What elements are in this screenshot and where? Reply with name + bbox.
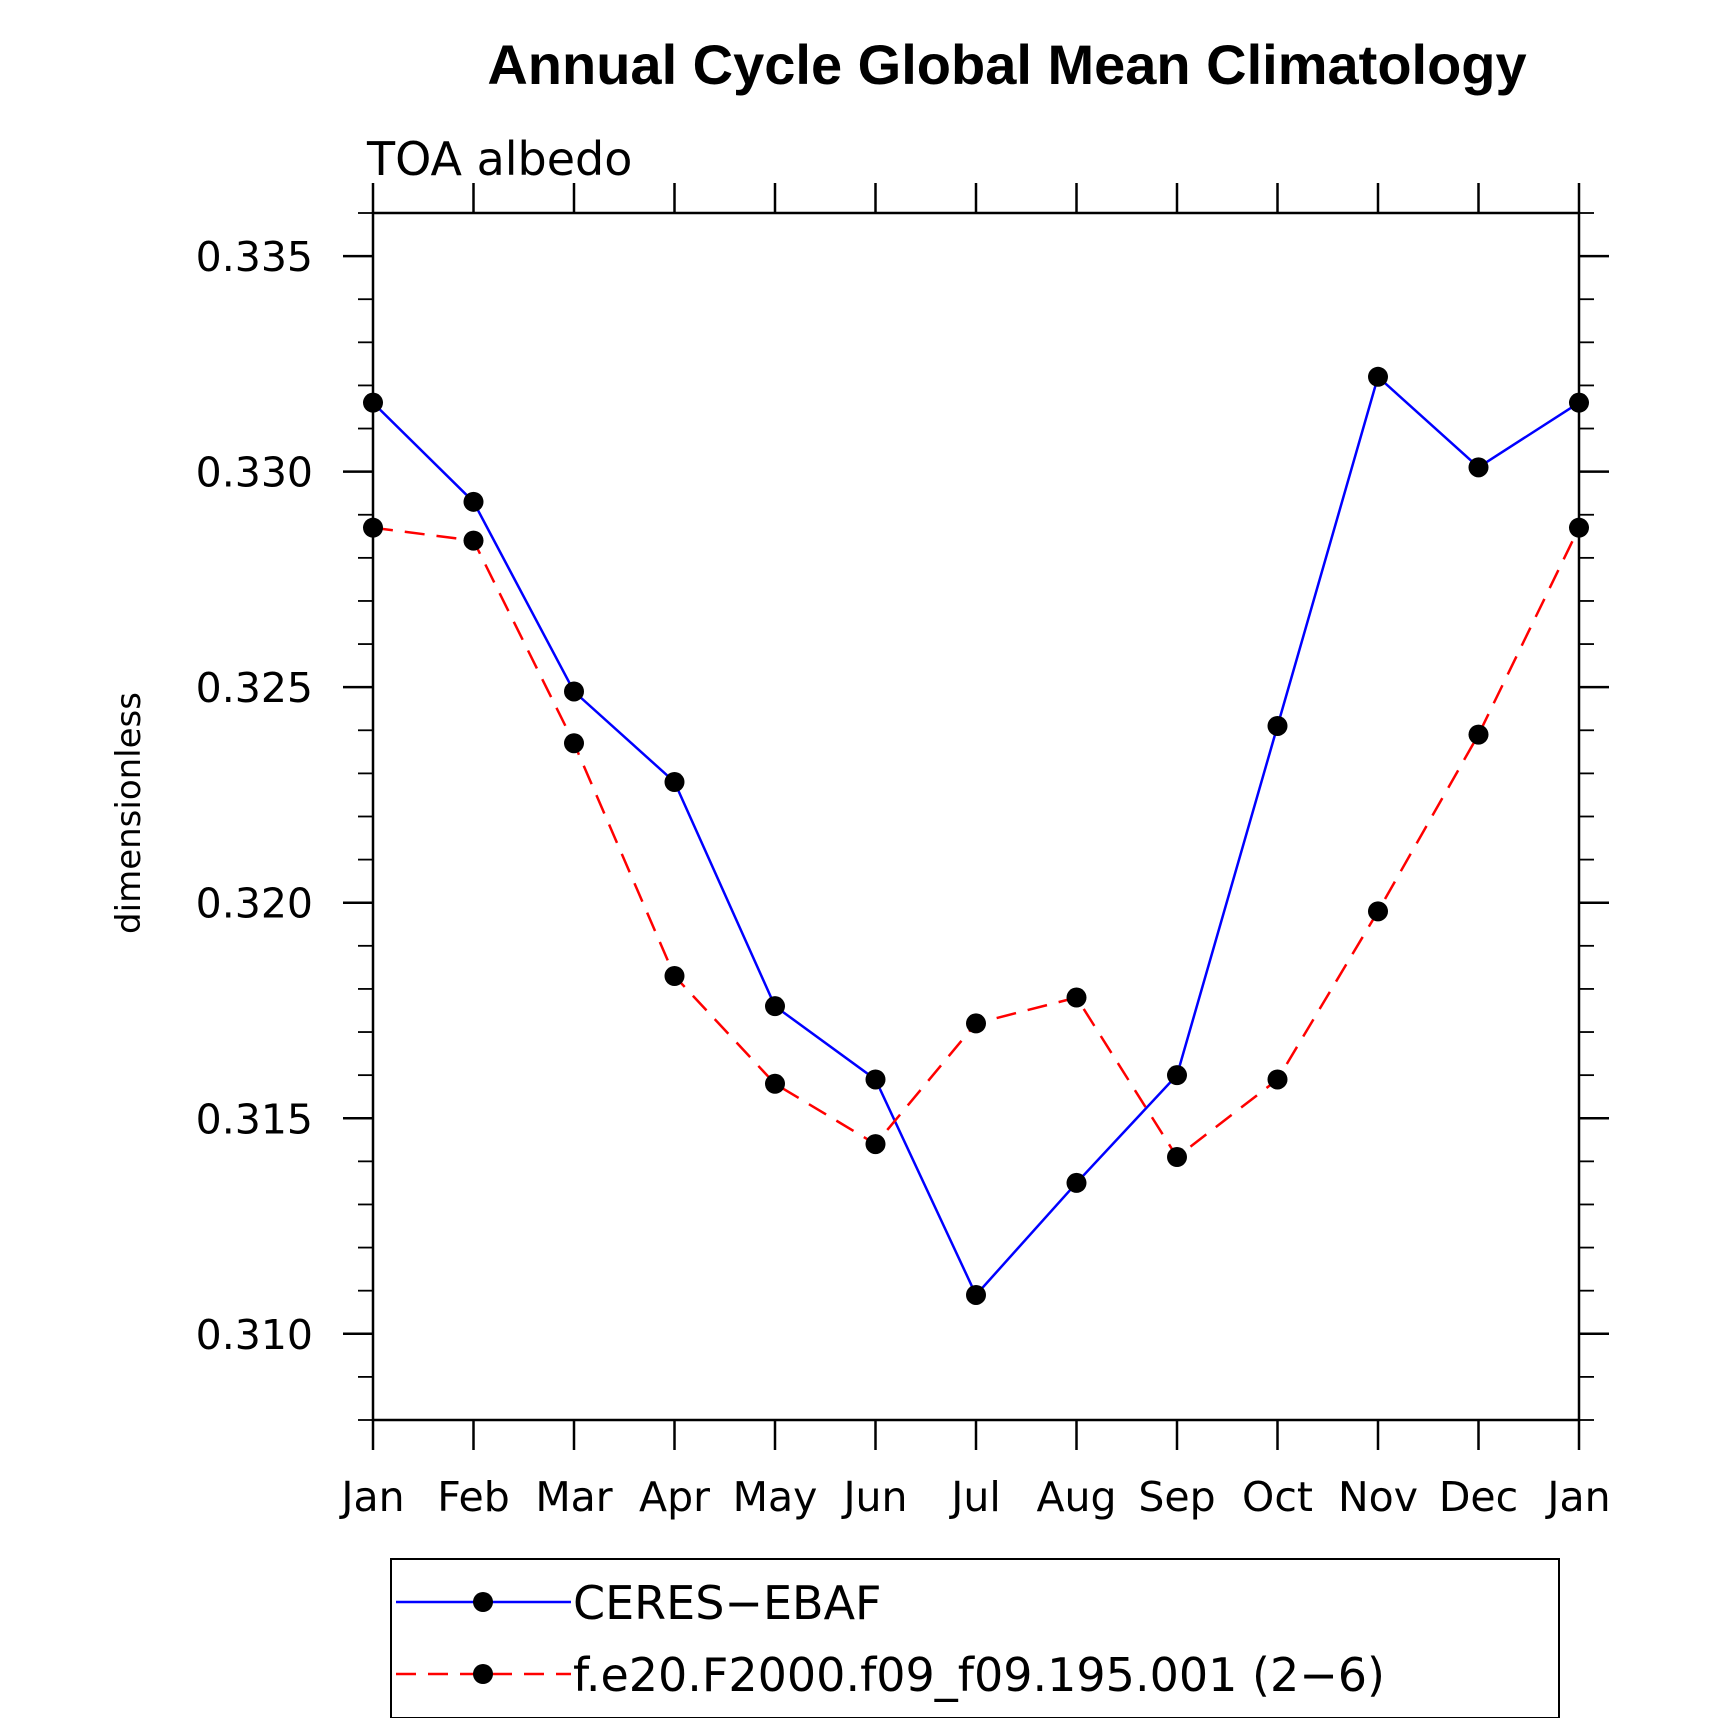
data-point-0: [564, 681, 584, 702]
series-group: [363, 366, 1589, 1305]
x-tick-label: May: [733, 1473, 818, 1521]
data-point-1: [966, 1013, 986, 1034]
data-point-0: [1167, 1065, 1187, 1086]
data-point-0: [664, 772, 685, 793]
y-tick-label: 0.320: [196, 880, 313, 928]
y-tick-label: 0.335: [196, 233, 313, 281]
y-tick-label: 0.315: [196, 1095, 313, 1143]
data-point-0: [865, 1069, 886, 1090]
data-point-1: [1368, 901, 1388, 922]
y-tick-label: 0.330: [196, 449, 313, 497]
x-tick-label: Feb: [437, 1473, 510, 1521]
data-point-0: [765, 996, 785, 1017]
legend-marker-ceres: [473, 1592, 493, 1612]
data-point-1: [463, 530, 484, 551]
series-line-0: [372, 374, 1580, 1298]
y-tick-label: 0.310: [196, 1311, 313, 1359]
x-tick-label: Dec: [1439, 1473, 1518, 1521]
data-point-1: [664, 965, 685, 986]
data-point-0: [1066, 1172, 1087, 1193]
data-point-1: [1468, 724, 1489, 745]
x-tick-label: Aug: [1036, 1473, 1116, 1521]
x-tick-label: Jan: [1544, 1473, 1610, 1521]
data-point-0: [1569, 392, 1589, 413]
x-tick-label: Jan: [338, 1473, 404, 1521]
data-point-1: [1066, 987, 1087, 1008]
x-tick-label: Apr: [639, 1473, 710, 1521]
legend-label-ceres: CERES−EBAF: [573, 1576, 882, 1630]
x-tick-label: Mar: [535, 1473, 612, 1521]
data-point-1: [765, 1073, 785, 1094]
x-tick-label: Jul: [948, 1473, 1000, 1521]
y-tick-label: 0.325: [196, 664, 313, 712]
legend-label-model: f.e20.F2000.f09_f09.195.001 (2−6): [573, 1648, 1385, 1702]
legend: CERES−EBAF f.e20.F2000.f09_f09.195.001 (…: [390, 1558, 1560, 1719]
legend-box: [390, 1558, 1560, 1719]
x-tick-label: Oct: [1242, 1473, 1313, 1521]
series-line-1: [372, 526, 1581, 1159]
data-point-1: [363, 517, 383, 538]
data-point-0: [1468, 457, 1489, 478]
legend-marker-model: [473, 1664, 493, 1684]
data-point-1: [564, 733, 584, 754]
data-point-1: [1167, 1147, 1187, 1168]
chart-title: Annual Cycle Global Mean Climatology: [487, 33, 1526, 96]
data-point-0: [966, 1284, 986, 1305]
y-axis-label: dimensionless: [109, 692, 149, 934]
x-tick-label: Nov: [1338, 1473, 1418, 1521]
data-point-0: [1368, 366, 1388, 387]
data-point-1: [865, 1134, 886, 1155]
x-tick-label: Sep: [1138, 1473, 1215, 1521]
x-tick-label: Jun: [840, 1473, 907, 1521]
chart-subtitle: TOA albedo: [366, 132, 632, 186]
axes: Jan Feb Mar Apr May Jun Jul Aug Sep Oct Nov Dec Jan 0…: [196, 183, 1611, 1521]
data-point-0: [1267, 715, 1288, 736]
data-point-1: [1267, 1069, 1288, 1090]
data-point-1: [1569, 517, 1589, 538]
data-point-0: [363, 392, 383, 413]
data-point-0: [463, 491, 484, 512]
